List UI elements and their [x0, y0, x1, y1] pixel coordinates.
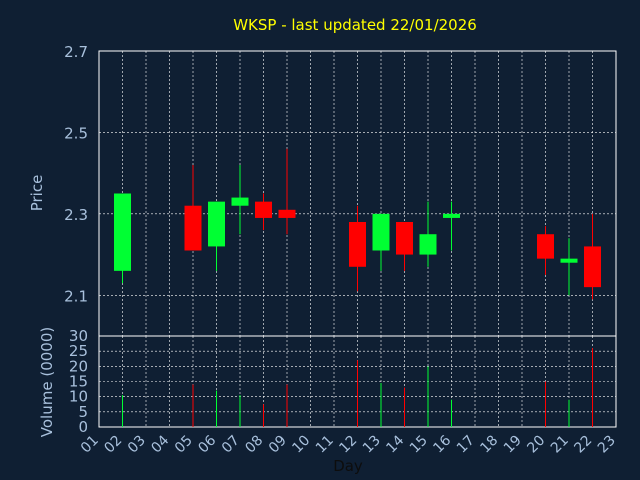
x-tick-label: 23 [595, 433, 619, 457]
x-tick-label: 10 [289, 433, 313, 457]
price-panel [98, 50, 617, 337]
price-axis-ticks: 2.7 2.5 2.3 2.1 [64, 43, 88, 305]
price-axis-label: Price [28, 175, 46, 212]
price-grid [99, 51, 616, 336]
x-tick-label: 06 [195, 432, 219, 456]
volume-tick-label: 0 [78, 418, 88, 436]
x-tick-label: 12 [336, 433, 360, 457]
x-tick-label: 19 [501, 433, 525, 457]
candle-body-21 [560, 258, 578, 263]
candle-body-16 [443, 213, 460, 218]
x-tick-label: 13 [360, 433, 384, 457]
x-tick-label: 20 [524, 433, 548, 457]
x-tick-label: 09 [266, 433, 290, 457]
candle-body-07 [231, 197, 249, 206]
x-tick-label: 21 [548, 433, 572, 457]
x-tick-label: 14 [383, 432, 407, 456]
candle-body-20 [537, 234, 554, 259]
x-tick-label: 15 [407, 433, 431, 457]
volume-tick-label: 15 [69, 373, 88, 391]
candle-body-22 [584, 246, 601, 288]
candle-body-12 [349, 222, 366, 267]
x-tick-label: 08 [242, 433, 266, 457]
candle-body-15 [419, 234, 437, 255]
x-tick-label: 05 [172, 433, 196, 457]
x-axis-label: Day [333, 457, 363, 475]
volume-bars-group [122, 348, 593, 427]
candle-body-14 [396, 222, 413, 255]
candle-body-02 [114, 193, 131, 271]
x-tick-label: 11 [313, 433, 337, 457]
x-tick-label: 01 [78, 433, 102, 457]
candle-body-06 [208, 201, 225, 247]
candle-body-08 [255, 201, 272, 218]
volume-tick-label: 25 [69, 342, 88, 360]
x-axis-ticks: 01 02 03 04 05 06 07 08 09 10 11 12 13 14 15 16 17 18 19 20… [78, 432, 619, 456]
x-tick-label: 18 [477, 433, 501, 457]
x-tick-label: 16 [430, 432, 454, 456]
price-tick-label: 2.3 [64, 206, 88, 224]
volume-tick-label: 5 [78, 403, 88, 421]
x-tick-label: 22 [571, 433, 595, 457]
price-tick-label: 2.5 [64, 124, 88, 142]
volume-tick-label: 30 [69, 327, 88, 345]
price-tick-label: 2.1 [64, 287, 88, 305]
candle-body-09 [278, 209, 296, 218]
x-tick-label: 17 [454, 433, 478, 457]
volume-tick-label: 20 [69, 357, 88, 375]
volume-tick-label: 10 [69, 388, 88, 406]
volume-axis-label: Volume (0000) [38, 327, 56, 437]
candle-body-13 [372, 213, 390, 251]
candles-group [114, 148, 601, 300]
price-tick-label: 2.7 [64, 43, 88, 61]
x-tick-label: 03 [125, 433, 149, 457]
x-tick-label: 04 [148, 432, 172, 456]
chart-title: WKSP - last updated 22/01/2026 [233, 16, 477, 34]
x-tick-label: 02 [101, 433, 125, 457]
x-tick-label: 07 [219, 433, 243, 457]
candle-body-05 [184, 205, 202, 251]
